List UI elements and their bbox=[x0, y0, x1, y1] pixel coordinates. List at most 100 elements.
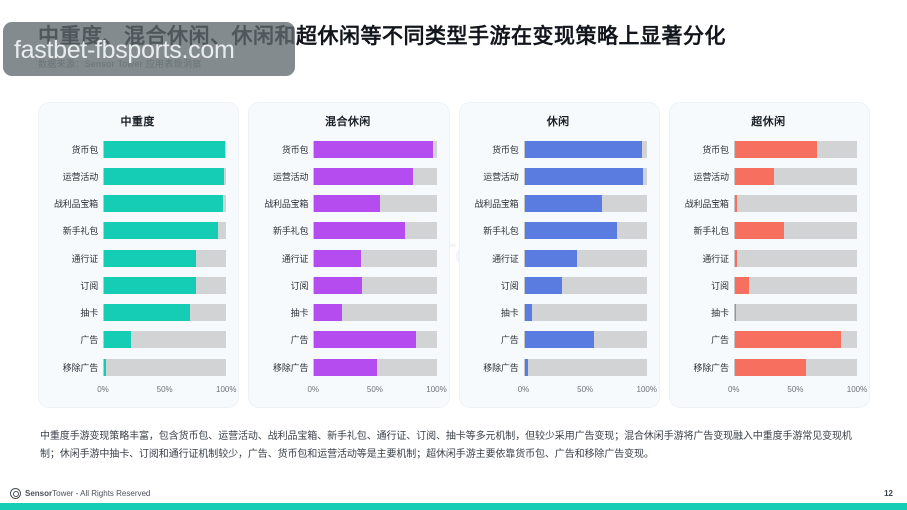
bar-category-label: 广告 bbox=[500, 335, 519, 346]
bar-category-label: 货币包 bbox=[71, 144, 99, 155]
bar-track bbox=[733, 167, 857, 185]
axis-tick-label: 100% bbox=[216, 385, 237, 394]
bar-row: 通行证 bbox=[259, 247, 437, 269]
bar-rows: 货币包 运营活动 战利品宝箱 新手礼包 通行证 订阅 抽卡 广告 移除广告 bbox=[680, 138, 857, 381]
bar-category-label: 新手礼包 bbox=[483, 226, 519, 237]
bar-row: 移除广告 bbox=[680, 356, 857, 378]
bar-fill bbox=[734, 195, 738, 212]
bar-track bbox=[523, 195, 647, 212]
bar-category-label: 订阅 bbox=[711, 280, 729, 291]
bar-row: 通行证 bbox=[470, 247, 647, 269]
bar-category-label: 通行证 bbox=[71, 253, 99, 264]
bar-fill bbox=[524, 195, 602, 212]
chart-title: 混合休闲 bbox=[325, 116, 371, 128]
bar-row: 新手礼包 bbox=[680, 220, 857, 242]
bar-category-label: 货币包 bbox=[492, 144, 519, 155]
bar-fill bbox=[524, 304, 532, 321]
bar-row: 订阅 bbox=[470, 274, 647, 296]
axis-tick-label: 50% bbox=[577, 385, 594, 394]
bar-fill bbox=[734, 276, 750, 294]
bar-category-label: 订阅 bbox=[80, 280, 98, 291]
bar-row: 订阅 bbox=[49, 274, 227, 296]
bar-fill bbox=[104, 140, 226, 158]
footer-brand: SensorTower - All Rights Reserved bbox=[10, 488, 150, 499]
x-axis: 0% 50% 100% bbox=[259, 385, 446, 399]
bar-fill bbox=[314, 195, 381, 212]
bar-track bbox=[523, 249, 647, 267]
axis-tick-label: 0% bbox=[307, 385, 320, 394]
bar-category-label: 通行证 bbox=[492, 253, 519, 264]
bar-track bbox=[523, 358, 647, 376]
bar-fill bbox=[314, 276, 362, 294]
bar-rows: 货币包 运营活动 战利品宝箱 新手礼包 通行证 订阅 抽卡 广告 移除广告 bbox=[470, 138, 647, 381]
bar-track bbox=[523, 140, 647, 158]
bar-track bbox=[733, 140, 857, 158]
bar-row: 订阅 bbox=[680, 274, 857, 296]
bar-row: 运营活动 bbox=[680, 165, 857, 187]
bar-category-label: 运营活动 bbox=[273, 171, 309, 182]
bar-category-label: 货币包 bbox=[702, 144, 729, 155]
bar-row: 货币包 bbox=[259, 138, 437, 160]
chart-panel-group: 中重度 货币包 运营活动 战利品宝箱 新手礼包 通行证 订阅 抽卡 广告 移除广告 0% 50% 100… bbox=[38, 102, 870, 408]
bar-track bbox=[733, 358, 857, 376]
bar-fill bbox=[734, 304, 736, 321]
footer-accent-bar bbox=[0, 503, 907, 510]
bar-rows: 货币包 运营活动 战利品宝箱 新手礼包 通行证 订阅 抽卡 广告 移除广告 bbox=[49, 138, 227, 381]
bar-fill bbox=[104, 358, 107, 376]
axis-tick-label: 0% bbox=[727, 385, 740, 394]
bar-fill bbox=[104, 276, 196, 294]
chart-panel: 中重度 货币包 运营活动 战利品宝箱 新手礼包 通行证 订阅 抽卡 广告 移除广告 0% 50% 100… bbox=[38, 102, 240, 408]
bar-category-label: 抽卡 bbox=[711, 308, 729, 318]
bar-category-label: 通行证 bbox=[702, 253, 729, 264]
bar-row: 货币包 bbox=[49, 138, 227, 160]
bar-track bbox=[103, 331, 227, 349]
bar-track bbox=[733, 195, 857, 212]
bar-track bbox=[313, 167, 437, 185]
bar-category-label: 运营活动 bbox=[62, 171, 98, 182]
data-source-note: 数据来源：Sensor Tower 应用表现洞察 bbox=[38, 59, 202, 70]
x-axis: 0% 50% 100% bbox=[49, 385, 236, 399]
bar-fill bbox=[314, 249, 361, 267]
bar-track bbox=[103, 222, 227, 240]
bar-category-label: 订阅 bbox=[290, 280, 309, 291]
chart-panel: 混合休闲 货币包 运营活动 战利品宝箱 新手礼包 通行证 订阅 抽卡 广告 移除广告 0% 50% 10… bbox=[248, 102, 450, 408]
chart-panel: 超休闲 货币包 运营活动 战利品宝箱 新手礼包 通行证 订阅 抽卡 广告 移除广告 0% 50% 100… bbox=[668, 102, 870, 408]
axis-tick-label: 50% bbox=[366, 385, 383, 394]
bar-track bbox=[103, 276, 227, 294]
bar-track bbox=[733, 331, 857, 349]
bar-fill bbox=[104, 222, 218, 240]
bar-track bbox=[523, 331, 647, 349]
bar-row: 运营活动 bbox=[470, 165, 647, 187]
x-axis: 0% 50% 100% bbox=[470, 385, 657, 399]
bar-row: 运营活动 bbox=[259, 165, 437, 187]
bar-category-label: 战利品宝箱 bbox=[264, 199, 309, 209]
bar-row: 广告 bbox=[470, 329, 647, 351]
bar-row: 通行证 bbox=[49, 247, 227, 269]
bar-fill bbox=[314, 222, 405, 240]
bar-track bbox=[313, 358, 437, 376]
bar-fill bbox=[734, 249, 738, 267]
bar-row: 战利品宝箱 bbox=[259, 193, 437, 215]
bar-fill bbox=[314, 331, 416, 349]
bar-row: 战利品宝箱 bbox=[680, 193, 857, 215]
bar-row: 移除广告 bbox=[470, 356, 647, 378]
bar-row: 移除广告 bbox=[259, 356, 437, 378]
bar-track bbox=[733, 304, 857, 321]
footer-brand-rest: Tower - All Rights Reserved bbox=[52, 489, 151, 498]
bar-track bbox=[313, 304, 437, 321]
bar-fill bbox=[524, 358, 529, 376]
bar-track bbox=[313, 249, 437, 267]
bar-fill bbox=[524, 140, 642, 158]
summary-description: 中重度手游变现策略丰富，包含货币包、运营活动、战利品宝箱、新手礼包、通行证、订阅… bbox=[40, 431, 852, 460]
bar-category-label: 广告 bbox=[290, 335, 309, 346]
bar-fill bbox=[524, 331, 595, 349]
bar-row: 货币包 bbox=[680, 138, 857, 160]
bar-track bbox=[523, 304, 647, 321]
axis-tick-label: 100% bbox=[426, 385, 447, 394]
title-block: 中重度、混合休闲、休闲和超休闲等不同类型手游在变现策略上显著分化 数据来源：Se… bbox=[38, 24, 868, 70]
footer: SensorTower - All Rights Reserved 12 bbox=[0, 484, 907, 510]
bar-row: 抽卡 bbox=[49, 302, 227, 324]
bar-fill bbox=[524, 276, 563, 294]
footer-copyright: SensorTower - All Rights Reserved bbox=[25, 489, 150, 498]
bar-rows: 货币包 运营活动 战利品宝箱 新手礼包 通行证 订阅 抽卡 广告 移除广告 bbox=[259, 138, 437, 381]
